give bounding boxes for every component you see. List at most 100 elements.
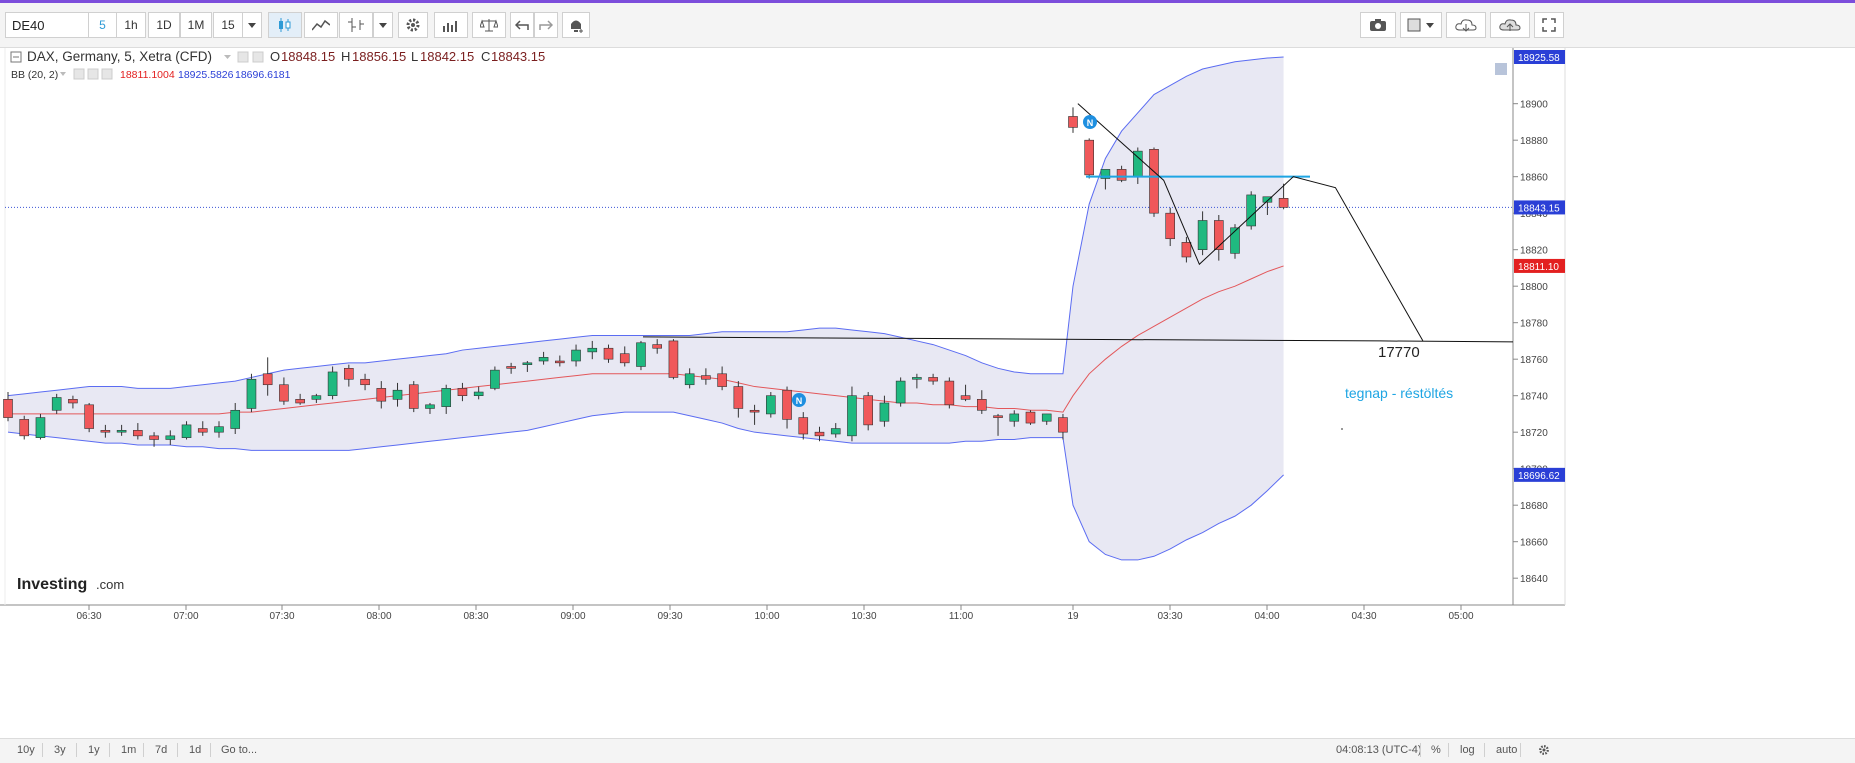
candle-up[interactable] [1100, 169, 1111, 190]
horizontal-support-line[interactable] [642, 336, 1514, 343]
price-chart[interactable]: 1864018660186801870018720187401876018780… [0, 48, 1855, 738]
candle-up[interactable] [230, 402, 241, 435]
candle-down[interactable] [1116, 165, 1127, 183]
candle-up[interactable] [1197, 211, 1208, 256]
candle-up[interactable] [1230, 224, 1240, 259]
area-chart-button[interactable] [304, 12, 338, 38]
range-1y[interactable]: 1y [88, 744, 100, 756]
range-1m[interactable]: 1m [121, 744, 137, 756]
cloud-download-button[interactable] [1446, 12, 1486, 38]
candle-up[interactable] [392, 382, 403, 407]
settings-button[interactable] [398, 12, 428, 38]
candle-down[interactable] [1058, 413, 1068, 440]
interval-1h-button[interactable]: 1h [116, 12, 146, 38]
candle-down[interactable] [782, 386, 792, 429]
candle-up[interactable] [246, 373, 257, 413]
chevron-down-icon[interactable] [224, 55, 231, 59]
candle-down[interactable] [3, 392, 13, 422]
candles-button[interactable] [268, 12, 302, 38]
candle-up[interactable] [571, 344, 581, 367]
candle-down[interactable] [733, 381, 744, 418]
candle-up[interactable] [214, 421, 224, 438]
level-annotation[interactable]: 17770 [1378, 344, 1420, 361]
candle-up[interactable] [51, 393, 62, 414]
candle-up[interactable] [1041, 413, 1052, 425]
candle-up[interactable] [636, 340, 646, 371]
candle-down[interactable] [863, 392, 873, 431]
interval-5-button[interactable]: 5 [88, 12, 117, 38]
candle-down[interactable] [68, 395, 78, 409]
candle-up[interactable] [538, 351, 549, 365]
candle-up[interactable] [912, 373, 922, 389]
candle-up[interactable] [766, 392, 776, 418]
alert-button[interactable] [562, 12, 590, 38]
fullscreen-button[interactable] [1534, 12, 1564, 38]
close-icon[interactable] [101, 68, 113, 80]
candle-down[interactable] [84, 402, 94, 433]
candle-up[interactable] [1009, 410, 1020, 427]
gear-icon[interactable] [252, 51, 264, 63]
candle-down[interactable] [149, 432, 159, 447]
layout-button[interactable] [1400, 12, 1442, 38]
candle-up[interactable] [165, 430, 176, 445]
interval-dropdown[interactable] [242, 12, 262, 38]
eye-icon[interactable] [237, 51, 249, 63]
candle-up[interactable] [587, 340, 598, 360]
candle-up[interactable] [1262, 196, 1273, 216]
redo-button[interactable] [534, 12, 558, 38]
candle-down[interactable] [262, 357, 273, 396]
candle-down[interactable] [555, 355, 565, 367]
news-marker[interactable]: N [792, 393, 806, 407]
chart-area[interactable]: 1864018660186801870018720187401876018780… [0, 48, 1855, 738]
gear-icon[interactable] [1538, 744, 1550, 756]
auto-toggle[interactable]: auto [1496, 744, 1518, 756]
candle-up[interactable] [116, 424, 127, 436]
interval-1m-button[interactable]: 1M [180, 12, 212, 38]
candle-up[interactable] [522, 361, 533, 372]
scroll-marker-icon[interactable] [1495, 63, 1507, 75]
candle-down[interactable] [798, 412, 809, 440]
candle-up[interactable] [473, 386, 484, 400]
indicators-button[interactable] [339, 12, 373, 38]
candle-down[interactable] [133, 423, 143, 440]
undo-button[interactable] [510, 12, 534, 38]
interval-1d-button[interactable]: 1D [148, 12, 180, 38]
candle-down[interactable] [960, 384, 971, 402]
candle-down[interactable] [506, 362, 516, 374]
percent-toggle[interactable]: % [1431, 744, 1441, 756]
candle-up[interactable] [311, 393, 322, 403]
candle-down[interactable] [717, 366, 727, 391]
candle-down[interactable] [1025, 410, 1036, 425]
note-annotation[interactable]: tegnap - réstöltés [1345, 385, 1453, 401]
candle-up[interactable] [490, 366, 500, 391]
indicators-dropdown[interactable] [373, 12, 393, 38]
candle-down[interactable] [376, 381, 387, 409]
candle-up[interactable] [181, 421, 192, 440]
candle-down[interactable] [749, 404, 760, 425]
interval-15-button[interactable]: 15 [213, 12, 243, 38]
candle-down[interactable] [1181, 236, 1192, 263]
candle-down[interactable] [944, 377, 955, 409]
candle-down[interactable] [197, 421, 208, 436]
candle-up[interactable] [879, 395, 890, 427]
candle-down[interactable] [814, 426, 825, 442]
zigzag-projection-line[interactable] [1077, 103, 1424, 342]
candle-down[interactable] [652, 339, 663, 354]
range-3y[interactable]: 3y [54, 744, 66, 756]
candle-down[interactable] [993, 413, 1003, 436]
news-marker[interactable]: N [1083, 115, 1097, 129]
candle-down[interactable] [701, 368, 711, 385]
compare-button[interactable] [472, 12, 506, 38]
candle-up[interactable] [830, 423, 841, 438]
goto-button[interactable]: Go to... [221, 744, 258, 756]
candle-down[interactable] [603, 344, 614, 363]
symbol-input[interactable]: DE40 [5, 12, 89, 38]
candle-down[interactable] [1278, 183, 1289, 210]
candle-down[interactable] [1068, 107, 1078, 133]
collapse-icon[interactable] [10, 51, 22, 63]
candle-down[interactable] [1084, 138, 1094, 179]
candle-down[interactable] [668, 339, 679, 380]
candle-up[interactable] [1246, 191, 1256, 230]
candle-down[interactable] [100, 424, 111, 438]
candle-down[interactable] [279, 377, 289, 405]
